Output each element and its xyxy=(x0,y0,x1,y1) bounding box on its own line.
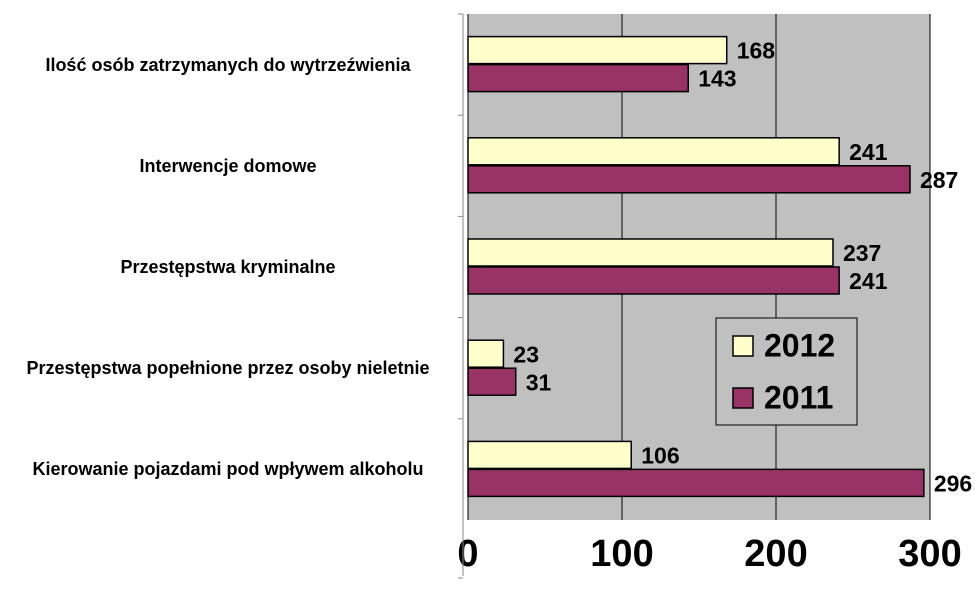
bar xyxy=(467,339,505,368)
data-label: 143 xyxy=(698,66,736,92)
bar xyxy=(467,266,840,295)
category-label: Kierowanie pojazdami pod wpływem alkohol… xyxy=(32,459,424,480)
legend-swatch xyxy=(732,387,754,409)
bar xyxy=(467,468,925,498)
x-tick-label: 0 xyxy=(457,533,478,575)
legend-label: 2011 xyxy=(764,379,833,415)
data-label: 106 xyxy=(641,442,679,468)
data-label: 237 xyxy=(843,240,881,266)
data-label: 31 xyxy=(526,369,552,395)
bar xyxy=(467,367,517,396)
data-label: 241 xyxy=(849,268,888,294)
category-label: Interwencje domowe xyxy=(139,155,317,176)
bar xyxy=(467,238,834,267)
data-label: 168 xyxy=(737,38,776,64)
x-tick-label: 300 xyxy=(898,533,961,575)
x-tick-label: 200 xyxy=(744,533,807,575)
legend-label: 2012 xyxy=(764,327,835,363)
legend-swatch xyxy=(732,335,754,357)
category-label: Przestępstwa kryminalne xyxy=(120,257,336,277)
data-label: 287 xyxy=(920,167,958,193)
bar xyxy=(467,440,632,470)
bar xyxy=(467,35,728,65)
bar xyxy=(467,137,840,166)
bar xyxy=(467,165,911,194)
data-label: 241 xyxy=(849,139,888,165)
data-label: 23 xyxy=(513,341,539,367)
data-label: 296 xyxy=(934,470,972,496)
x-tick-label: 100 xyxy=(590,533,653,575)
category-label: Przestępstwa popełnione przez osoby niel… xyxy=(26,358,430,379)
bar xyxy=(467,63,689,93)
category-label: Ilość osób zatrzymanych do wytrzeźwienia xyxy=(45,54,411,75)
